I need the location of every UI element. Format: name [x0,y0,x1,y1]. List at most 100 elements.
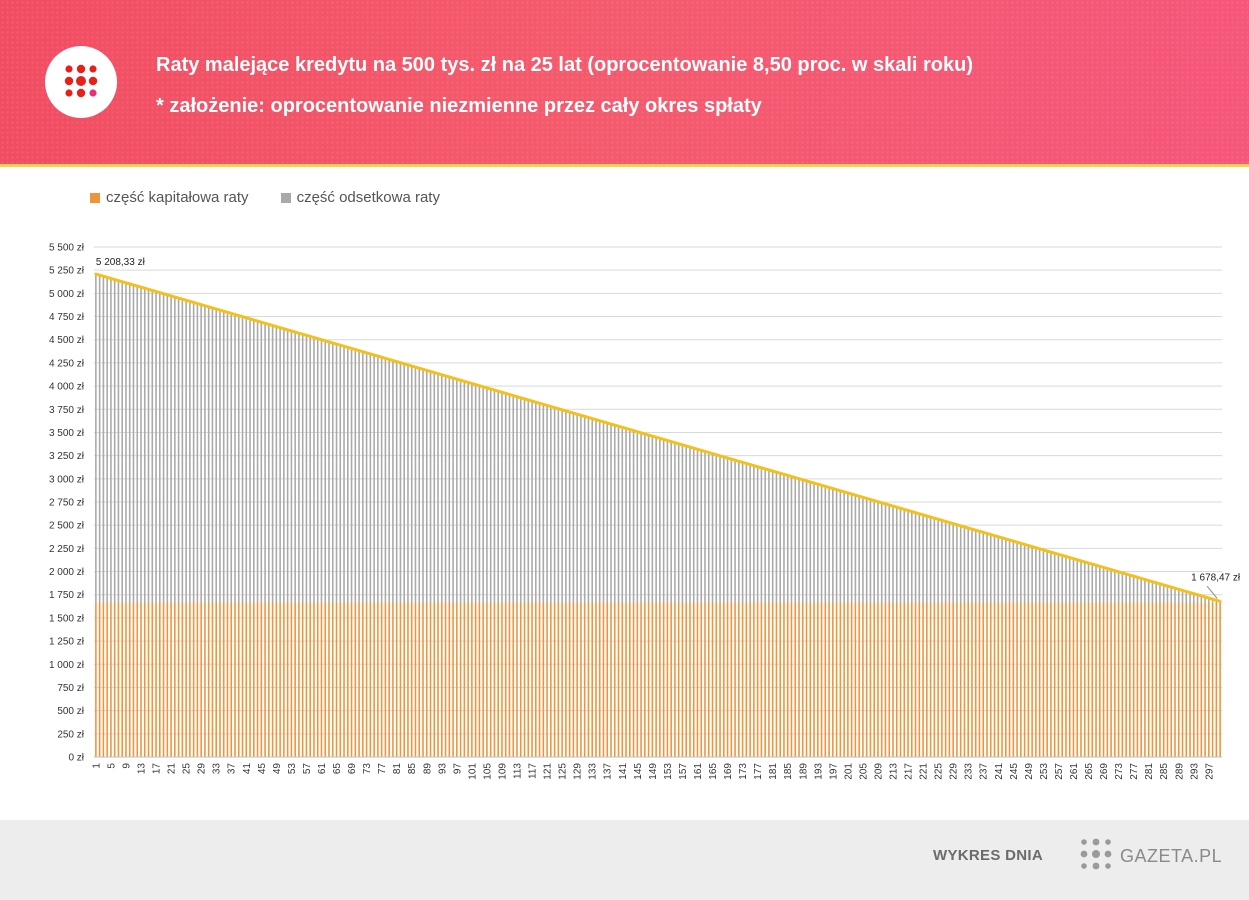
x-tick-label: 205 [858,763,869,780]
bar-interest [707,452,710,603]
bar-capital [1023,602,1026,757]
bar-capital [959,602,962,757]
bar-capital [531,602,533,757]
bar-capital [497,602,499,757]
y-tick-label: 250 zł [57,729,84,740]
bar-capital [847,602,849,757]
bar-interest [824,486,827,603]
bar-capital [610,602,612,757]
bar-capital [501,602,503,757]
bar-interest [1072,558,1075,603]
bar-interest [433,372,436,603]
bar-capital [230,602,233,757]
bar-capital [1080,602,1082,757]
x-tick-label: 245 [1009,763,1020,780]
bar-capital [1012,602,1015,757]
bar-capital [328,602,330,757]
bar-interest [1046,551,1048,603]
bar-interest [711,453,714,603]
bar-interest [309,336,311,603]
bar-interest [783,474,785,603]
bar-interest [380,357,383,603]
bar-interest [956,524,958,603]
bar-capital [666,602,669,757]
bar-capital [850,602,853,757]
bar-interest [644,433,646,603]
bar-interest [207,306,210,603]
bar-capital [1005,602,1007,757]
bar-capital [343,602,345,757]
x-tick-label: 153 [663,763,674,780]
bar-interest [1155,582,1157,603]
bar-interest [222,311,225,603]
bar-capital [1016,602,1018,757]
bar-interest [241,316,244,603]
bar-interest [993,535,996,603]
bar-capital [113,602,116,757]
bar-interest [162,293,165,603]
bar-capital [700,602,703,757]
bar-capital [98,602,101,757]
footer-label: WYKRES DNIA [933,847,1043,864]
bar-capital [775,602,778,757]
bar-capital [606,602,609,757]
x-tick-label: 269 [1099,763,1110,780]
bar-capital [283,602,285,757]
x-tick-label: 229 [949,763,960,780]
bar-capital [723,602,725,757]
bar-interest [324,340,327,603]
bar-interest [760,467,763,603]
bar-capital [568,602,571,757]
bar-interest [790,476,793,603]
bar-capital [828,602,830,757]
bar-capital [1147,602,1150,757]
bar-interest [1020,543,1022,603]
bar-capital [903,602,906,757]
bar-capital [347,602,349,757]
bar-capital [331,602,334,757]
bar-capital [1114,602,1116,757]
x-tick-label: 85 [407,763,418,775]
bar-capital [294,602,296,757]
bar-capital [174,602,176,757]
bar-interest [786,475,789,603]
x-tick-label: 25 [182,763,193,775]
bar-capital [1046,602,1048,757]
bar-interest [1121,572,1124,603]
bar-interest [632,430,635,603]
bar-interest [211,307,214,603]
bar-interest [636,431,639,603]
x-tick-label: 257 [1054,763,1065,780]
bar-interest [98,275,101,603]
bar-capital [298,602,300,757]
bar-capital [234,602,236,757]
y-tick-label: 1 250 zł [49,637,85,648]
bar-capital [117,602,120,757]
bar-capital [978,602,981,757]
bar-capital [1211,602,1214,757]
x-tick-label: 65 [332,763,343,775]
bar-interest [813,483,815,603]
bar-capital [493,602,496,757]
bar-interest [952,523,954,603]
bar-capital [1031,602,1033,757]
bar-interest [1110,569,1112,603]
bar-capital [1106,602,1109,757]
bar-interest [696,449,699,603]
bar-interest [775,472,778,603]
bar-interest [858,496,860,603]
bar-interest [523,398,526,603]
bar-interest [817,484,819,603]
bar-capital [219,602,221,757]
bar-interest [911,511,913,603]
bar-interest [478,385,481,603]
bar-interest [869,499,872,603]
bar-capital [756,602,759,757]
bar-interest [561,409,563,603]
bar-capital [738,602,740,757]
bar-capital [580,602,582,757]
bar-interest [1125,573,1127,603]
bar-interest [1038,548,1041,603]
bar-interest [392,360,394,603]
bar-interest [486,387,488,603]
